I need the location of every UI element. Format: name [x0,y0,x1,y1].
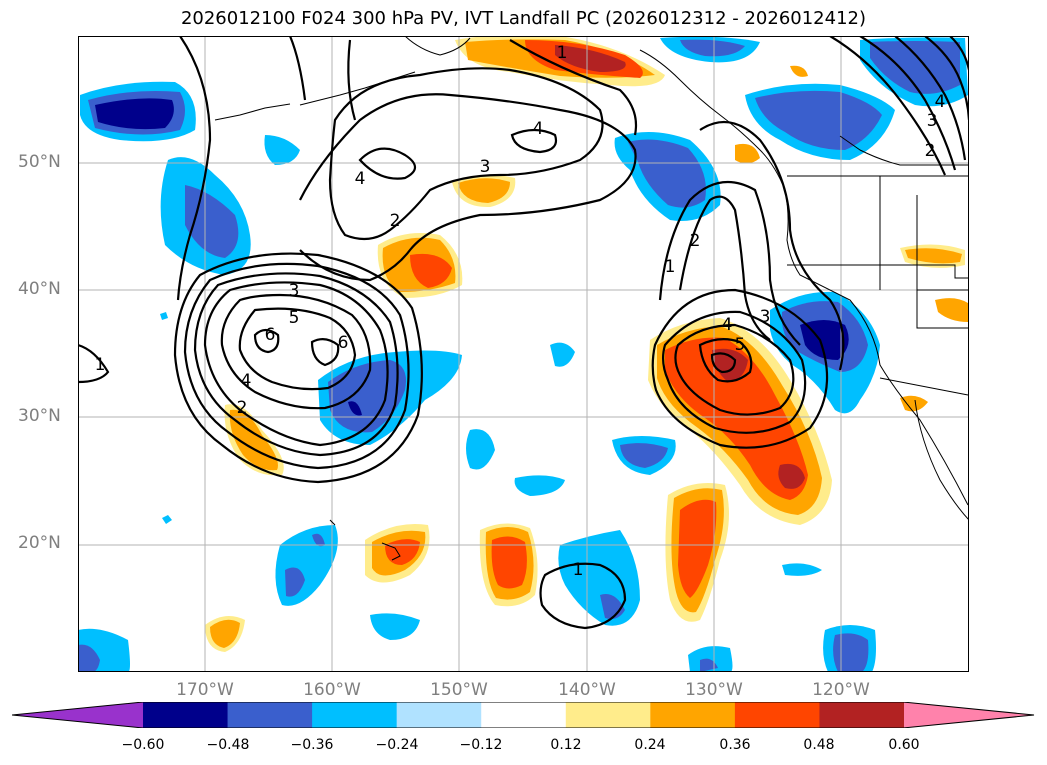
colorbar-extend-max [904,702,1034,728]
contour-label: 5 [289,308,300,328]
lon-label-160w: 160°W [303,680,361,700]
lon-label-140w: 140°W [558,680,616,700]
lat-label-30n: 30°N [18,406,61,426]
contour-label: 1 [665,257,676,277]
colorbar-tick-label: −0.60 [121,737,165,753]
contour-label: 2 [390,211,401,231]
colorbar-tick-label: 0.24 [634,737,666,753]
colorbar-tick-label: 0.60 [888,737,920,753]
contour-label: 4 [241,371,252,391]
contour-label: 6 [265,325,276,345]
contour-label: 6 [338,333,349,353]
colorbar-segment [396,702,482,728]
colorbar-tick-label: −0.36 [290,737,334,753]
contour-label: 4 [533,119,544,139]
contour-label: 2 [237,398,248,418]
colorbar-segment [819,702,905,728]
lat-label-50n: 50°N [18,152,61,172]
graticule [78,36,969,672]
contour-label: 3 [927,111,938,131]
colorbar-segment [650,702,736,728]
contour-label: 5 [735,335,746,355]
lat-label-20n: 20°N [18,533,61,553]
pv-shading [78,36,968,672]
lat-label-40n: 40°N [18,279,61,299]
colorbar-segment [565,702,651,728]
contour-label: 4 [355,169,366,189]
chart-title: 2026012100 F024 300 hPa PV, IVT Landfall… [180,8,867,29]
contour-label: 1 [573,560,584,580]
colorbar-segment [143,702,229,728]
contour-label: 3 [760,307,771,327]
contour-label: 1 [95,355,106,375]
colorbar-tick-label: 0.48 [803,737,835,753]
colorbar-segments [12,702,1034,728]
lon-label-170w: 170°W [176,680,234,700]
contour-label: 3 [480,157,491,177]
contour-labels: 3 5 6 6 4 2 4 3 4 2 1 1 2 4 3 5 4 3 2 1 … [95,43,946,580]
lon-label-120w: 120°W [812,680,870,700]
contour-label: 2 [690,231,701,251]
colorbar-tick-label: 0.36 [719,737,751,753]
lon-label-150w: 150°W [430,680,488,700]
contour-label: 4 [935,92,946,112]
colorbar-segment [481,702,567,728]
colorbar-tick-label: 0.12 [550,737,582,753]
colorbar-tick-label: −0.48 [206,737,250,753]
colorbar-extend-min [12,702,143,728]
colorbar-segment [734,702,820,728]
ivt-contours [78,36,969,630]
contour-label: 2 [925,141,936,161]
contour-label: 3 [289,281,300,301]
contour-label: 4 [722,315,733,335]
colorbar-segment [312,702,398,728]
colorbar [12,702,1035,728]
colorbar-tick-label: −0.24 [375,737,419,753]
contour-label: 1 [557,43,568,63]
colorbar-segment [227,702,313,728]
lon-label-130w: 130°W [685,680,743,700]
coastlines [214,36,969,561]
colorbar-tick-label: −0.12 [459,737,503,753]
map-panel: 3 5 6 6 4 2 4 3 4 2 1 1 2 4 3 5 4 3 2 1 … [78,36,969,672]
